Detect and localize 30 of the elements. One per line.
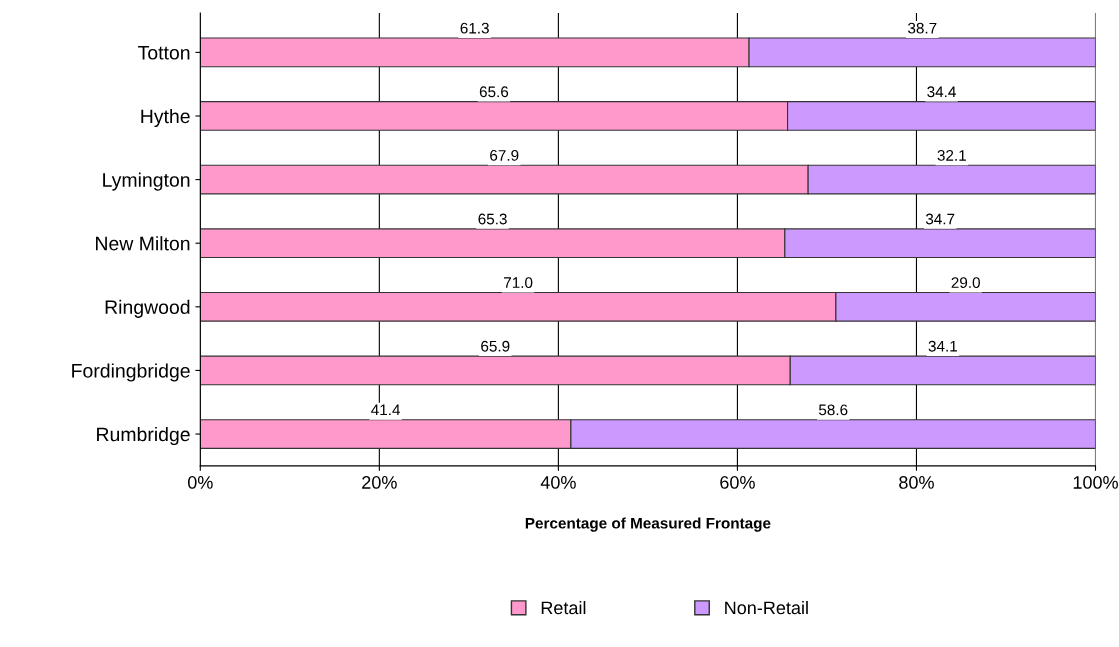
data-label: 65.9 [481, 340, 510, 352]
data-label: 65.3 [478, 213, 507, 225]
y-tick-label: Ringwood [105, 299, 190, 318]
x-tick-label: 0% [187, 476, 213, 489]
x-tick-label: 100% [1073, 476, 1118, 489]
data-label: 67.9 [490, 149, 519, 161]
data-label: 71.0 [504, 277, 533, 289]
data-label: 38.7 [908, 22, 937, 34]
x-tick-label: 40% [540, 476, 576, 489]
y-tick-label: Rumbridge [97, 426, 190, 446]
data-label: 34.4 [927, 86, 956, 98]
data-label: 58.6 [818, 404, 848, 416]
y-tick-label: New Milton [96, 236, 190, 251]
y-tick-label: Hythe [141, 108, 190, 128]
data-label: 32.1 [937, 149, 966, 161]
legend-label: Non-Retail [725, 600, 808, 615]
data-label: 34.1 [928, 340, 957, 352]
y-tick-label: Totton [138, 46, 190, 60]
y-tick-label: Lymington [103, 172, 190, 191]
y-tick-label: Fordingbridge [72, 363, 190, 382]
data-label: 34.7 [925, 213, 955, 225]
data-label: 65.6 [479, 86, 509, 98]
x-tick-label: 60% [720, 476, 755, 489]
data-label: 29.0 [951, 277, 980, 289]
x-tick-label: 20% [362, 476, 397, 489]
data-label: 61.3 [460, 22, 489, 34]
x-tick-label: 80% [899, 476, 934, 489]
legend-label: Retail [541, 600, 586, 615]
x-axis-title: Percentage of Measured Frontage [525, 517, 771, 532]
data-label: 41.4 [371, 404, 401, 416]
